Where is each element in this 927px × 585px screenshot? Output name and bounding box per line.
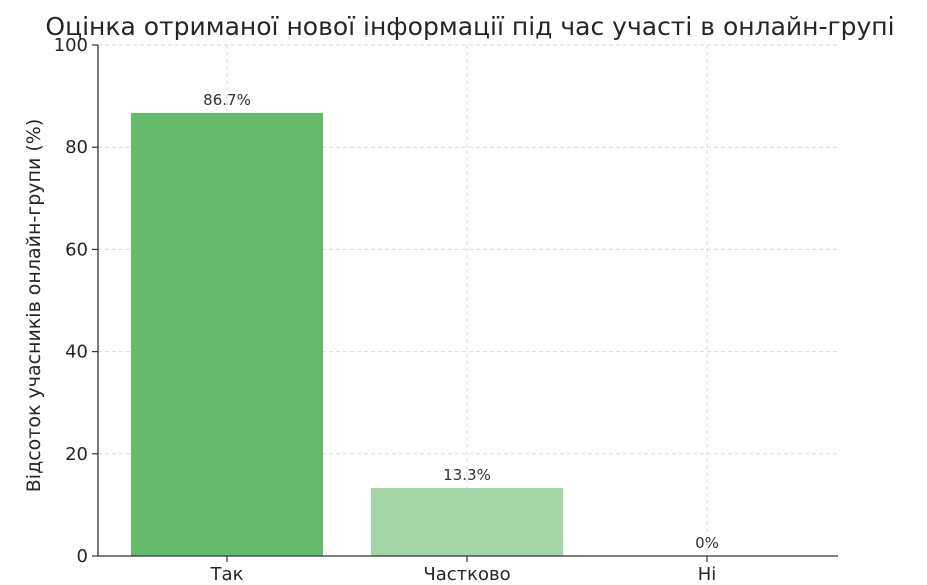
x-category-label: Частково — [423, 564, 510, 581]
y-tick-label: 20 — [65, 444, 88, 465]
bar-value-label: 0% — [695, 534, 719, 552]
axes — [92, 44, 838, 562]
bars — [131, 112, 563, 556]
y-tick-label: 0 — [77, 546, 88, 567]
y-tick-label: 40 — [65, 342, 88, 363]
bar-1 — [131, 112, 323, 556]
y-tick-label: 60 — [65, 239, 88, 260]
y-tick-label: 80 — [65, 137, 88, 158]
bar-value-label: 86.7% — [203, 91, 251, 109]
y-tick-label: 100 — [54, 35, 88, 56]
labels: Оцінка отриманої нової інформації під ча… — [23, 12, 895, 585]
bar-value-label: 13.3% — [443, 466, 491, 484]
y-axis-label: Відсоток учасників онлайн-групи (%) — [23, 119, 45, 493]
chart-title: Оцінка отриманої нової інформації під ча… — [45, 12, 894, 41]
x-category-label: Так — [210, 564, 244, 581]
bar-2 — [371, 488, 563, 556]
x-category-label: Ні — [698, 564, 717, 581]
